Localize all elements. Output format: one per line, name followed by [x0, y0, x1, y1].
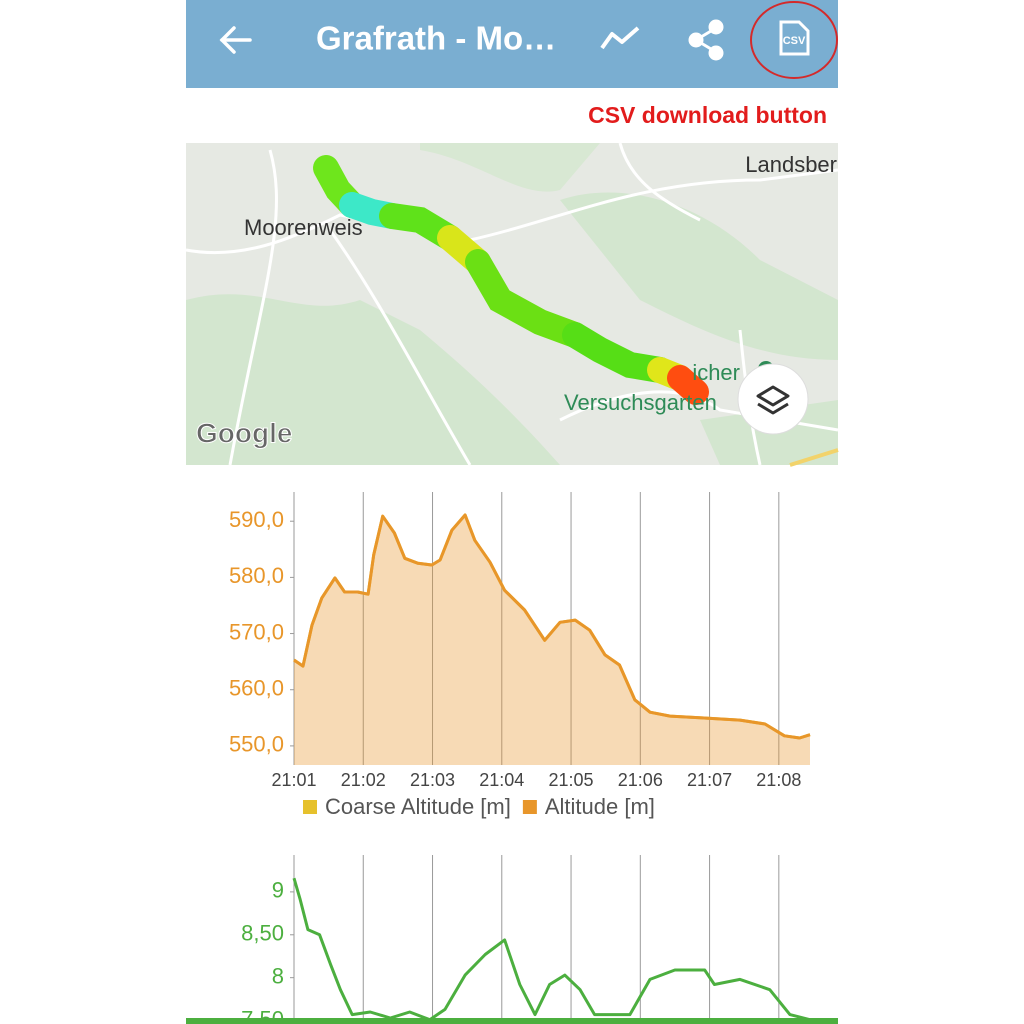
legend-swatch: [303, 800, 317, 814]
share-button[interactable]: [688, 19, 724, 61]
x-tick-label: 21:02: [341, 770, 386, 790]
y-tick-label: 570,0: [229, 619, 284, 644]
x-tick-label: 21:05: [549, 770, 594, 790]
highlight-circle: [750, 1, 838, 79]
x-tick-label: 21:03: [410, 770, 455, 790]
y-tick-label: 580,0: [229, 563, 284, 588]
map-label: Landsber: [745, 152, 837, 177]
series-line: [293, 513, 811, 740]
x-tick-label: 21:07: [687, 770, 732, 790]
legend-swatch: [522, 800, 537, 814]
app-title: Grafrath - Mo…: [316, 20, 556, 57]
annotation: CSV download button: [588, 102, 827, 128]
app-bar: [186, 0, 838, 88]
csv-icon-label: CSV: [783, 35, 806, 47]
y-tick-label: 550,0: [229, 732, 284, 757]
map-label: icher: [692, 360, 740, 385]
x-tick-label: 21:04: [479, 770, 524, 790]
legend-label: Altitude [m]: [545, 794, 655, 819]
map-label: Versuchsgarten: [564, 390, 717, 415]
series-line: [292, 877, 811, 1022]
y-tick-label: 8: [272, 963, 284, 988]
layers-button[interactable]: [737, 363, 809, 435]
x-tick-label: 21:06: [618, 770, 663, 790]
route: [313, 155, 709, 405]
y-tick-label: 560,0: [229, 676, 284, 701]
x-tick-label: 21:01: [271, 770, 316, 790]
y-tick-label: 8,50: [241, 921, 284, 946]
map-label: Moorenweis: [244, 215, 363, 240]
x-axis: [186, 1018, 838, 1024]
area-fill: [294, 515, 810, 765]
csv-button[interactable]: CSV: [779, 20, 810, 56]
x-tick-label: 21:08: [756, 770, 801, 790]
map[interactable]: Landsber Moorenweis icher Versuchsgarten…: [185, 142, 839, 467]
map-attribution: Google: [196, 417, 292, 448]
legend-label: Coarse Altitude [m]: [325, 794, 511, 819]
chart-button[interactable]: [600, 26, 640, 50]
y-tick-label: 590,0: [229, 507, 284, 532]
layers-icon: [756, 385, 790, 415]
y-tick-label: 9: [272, 878, 284, 903]
back-button[interactable]: [219, 26, 252, 54]
